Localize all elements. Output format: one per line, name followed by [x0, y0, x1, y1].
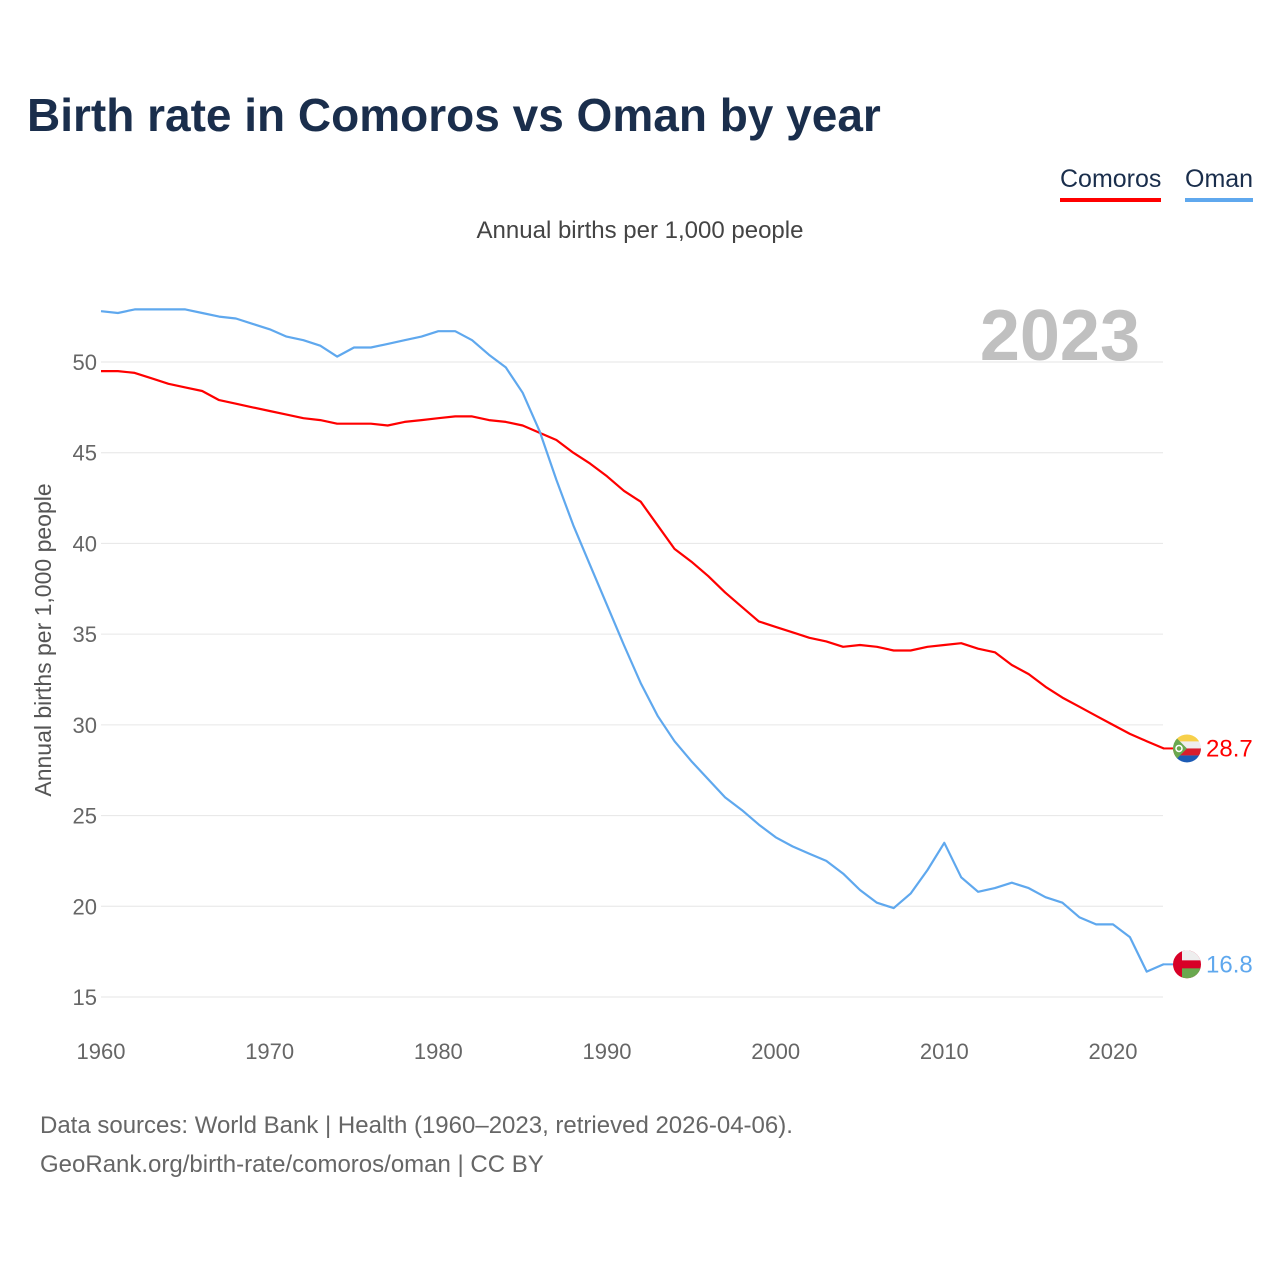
x-tick-label: 2010 [920, 1039, 969, 1064]
chart-title: Birth rate in Comoros vs Oman by year [27, 89, 881, 141]
y-tick-label: 25 [73, 804, 97, 829]
footer-sources: Data sources: World Bank | Health (1960–… [40, 1112, 793, 1139]
end-value-label: 28.7 [1206, 735, 1253, 762]
plot-area: 15 20 25 30 35 40 45 50 1960 1970 1980 1990 2000 2010… [30, 296, 1253, 1064]
y-tick-label: 20 [73, 894, 97, 919]
flag-green [1182, 968, 1201, 979]
y-tick-label: 35 [73, 622, 97, 647]
flag-triangle [1173, 734, 1187, 763]
flag-body [1173, 950, 1201, 979]
x-tick-label: 1960 [77, 1039, 126, 1064]
y-tick-label: 40 [73, 531, 97, 556]
legend-comoros[interactable]: Comoros [1060, 165, 1162, 202]
x-tick-label: 2020 [1089, 1039, 1138, 1064]
footer-link[interactable]: GeoRank.org/birth-rate/comoros/oman | CC… [40, 1151, 544, 1178]
flag-stripe [1173, 734, 1201, 742]
y-tick-label: 50 [73, 350, 97, 375]
x-tick-label: 1980 [414, 1039, 463, 1064]
y-tick-label: 30 [73, 713, 97, 738]
oman-flag-icon [1173, 950, 1201, 979]
comoros-flag-icon [1173, 734, 1201, 763]
x-tick-label: 1970 [245, 1039, 294, 1064]
flag-stripe [1173, 755, 1201, 763]
legend-oman[interactable]: Oman [1185, 165, 1254, 202]
y-tick-label: 15 [73, 985, 97, 1010]
flag-stripe [1173, 741, 1201, 749]
year-watermark: 2023 [980, 296, 1140, 376]
x-tick-label: 1990 [583, 1039, 632, 1064]
y-axis-label: Annual births per 1,000 people [30, 483, 56, 796]
series-line-comoros [101, 370, 1165, 750]
chart-subtitle: Annual births per 1,000 people [476, 217, 804, 244]
flag-body [1173, 734, 1201, 763]
y-tick-label: 45 [73, 441, 97, 466]
flag-white [1182, 950, 1201, 961]
end-value-label: 16.8 [1206, 951, 1253, 978]
flag-stripe [1173, 748, 1201, 756]
series-line-oman [100, 308, 1165, 973]
flag-crescent [1175, 744, 1183, 753]
footer: Data sources: World Bank | Health (1960–… [40, 1106, 793, 1184]
x-tick-label: 2000 [751, 1039, 800, 1064]
